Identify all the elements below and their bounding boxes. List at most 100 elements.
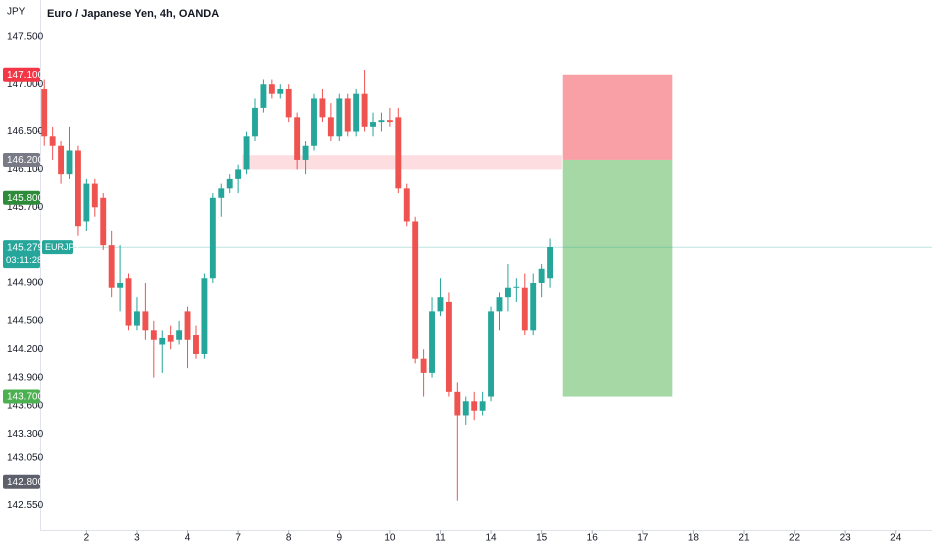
candle-body [344, 98, 351, 132]
candle-body [91, 183, 98, 208]
price-label: 142.800 [7, 477, 44, 488]
price-label: 146.200 [7, 155, 44, 166]
x-tick-label: 4 [185, 533, 191, 544]
symbol-label: EURJPY [45, 242, 81, 252]
candle-body [378, 120, 385, 123]
x-tick-label: 8 [286, 533, 292, 544]
x-tick-label: 24 [890, 533, 902, 544]
price-label-box [3, 474, 40, 489]
candle-body [159, 337, 166, 345]
x-tick-label: 9 [337, 533, 343, 544]
candle-body [235, 169, 242, 179]
candle-body [167, 335, 174, 342]
last-price-box [3, 240, 40, 269]
x-tick-label: 17 [637, 533, 649, 544]
candle-body [74, 150, 81, 227]
candle-body [496, 297, 503, 312]
x-tick-label: 16 [587, 533, 599, 544]
x-tick-label: 18 [688, 533, 700, 544]
price-label: 145.800 [7, 193, 44, 204]
y-tick-label: 144.500 [7, 315, 44, 326]
candle-body [193, 335, 199, 354]
candle-body [243, 136, 250, 170]
stop-zone [562, 74, 673, 160]
candle-body [260, 84, 267, 108]
candle-body [252, 107, 258, 137]
candle-body [471, 401, 478, 411]
x-tick-label: 14 [485, 533, 497, 544]
price-label-box [3, 152, 40, 167]
candle-body [327, 117, 334, 137]
candle-body [176, 330, 183, 340]
candle-body [268, 84, 275, 94]
candle-body [429, 311, 435, 373]
y-tick-label: 147.500 [7, 32, 44, 43]
price-label: 143.700 [7, 392, 44, 403]
x-tick-label: 10 [384, 533, 396, 544]
price-label-box [3, 190, 40, 205]
x-tick-label: 7 [235, 533, 241, 544]
price-label-box [3, 67, 40, 82]
symbol-box [42, 240, 73, 255]
y-tick-label: 143.900 [7, 372, 44, 383]
candle-body [395, 117, 402, 189]
y-tick-label: 146.100 [7, 164, 44, 175]
price-label: 147.100 [7, 70, 44, 81]
candle-body [504, 287, 511, 298]
candle-body [134, 311, 140, 326]
candle-body [361, 93, 368, 127]
candle-body [49, 136, 56, 146]
y-tick-label: 144.200 [7, 344, 44, 355]
target-zone [562, 159, 673, 397]
chart-title: Euro / Japanese Yen, 4h, OANDA [47, 8, 219, 20]
candle-body [454, 391, 461, 416]
y-tick-label: 143.050 [7, 453, 44, 464]
candle-body [83, 183, 90, 222]
candle-body [41, 88, 48, 137]
candle-body [412, 221, 419, 359]
candle-body [437, 297, 444, 312]
last-price-label: 145.279 [7, 242, 44, 253]
x-tick-label: 23 [840, 533, 852, 544]
y-tick-label: 142.550 [7, 500, 44, 511]
candle-body [209, 197, 216, 279]
price-label-box [3, 389, 40, 404]
candle-body [100, 197, 107, 246]
y-tick-label: 143.600 [7, 401, 44, 412]
candle-body [117, 282, 124, 288]
candle-body [479, 401, 486, 411]
candle-body [462, 401, 469, 416]
candle-body [184, 311, 191, 340]
candle-body [403, 188, 410, 222]
x-tick-label: 22 [789, 533, 801, 544]
axis-unit: JPY [7, 7, 26, 18]
candle-body [108, 245, 115, 288]
candle-body [125, 278, 132, 326]
candle-body [386, 120, 393, 123]
candle-body [538, 268, 545, 283]
candle-body [201, 278, 208, 354]
y-tick-label: 145.700 [7, 202, 44, 213]
candle-body [521, 287, 528, 331]
candle-body [226, 178, 233, 189]
candle-body [513, 286, 520, 288]
x-tick-label: 3 [134, 533, 140, 544]
candle-body [311, 98, 317, 146]
countdown: 03:11:28 [6, 255, 42, 266]
candle-body [277, 88, 284, 94]
y-tick-label: 146.500 [7, 126, 44, 137]
candle-body [285, 88, 292, 118]
candle-body [302, 145, 309, 160]
candle-body [294, 117, 301, 160]
candle-body [336, 98, 343, 137]
candle-body [66, 150, 73, 175]
candle-body [218, 188, 225, 198]
candle-body [420, 358, 427, 373]
x-tick-label: 11 [435, 533, 446, 544]
x-tick-label: 15 [536, 533, 548, 544]
candle-body [319, 98, 326, 118]
y-tick-label: 143.300 [7, 429, 44, 440]
candle-body [142, 311, 149, 331]
